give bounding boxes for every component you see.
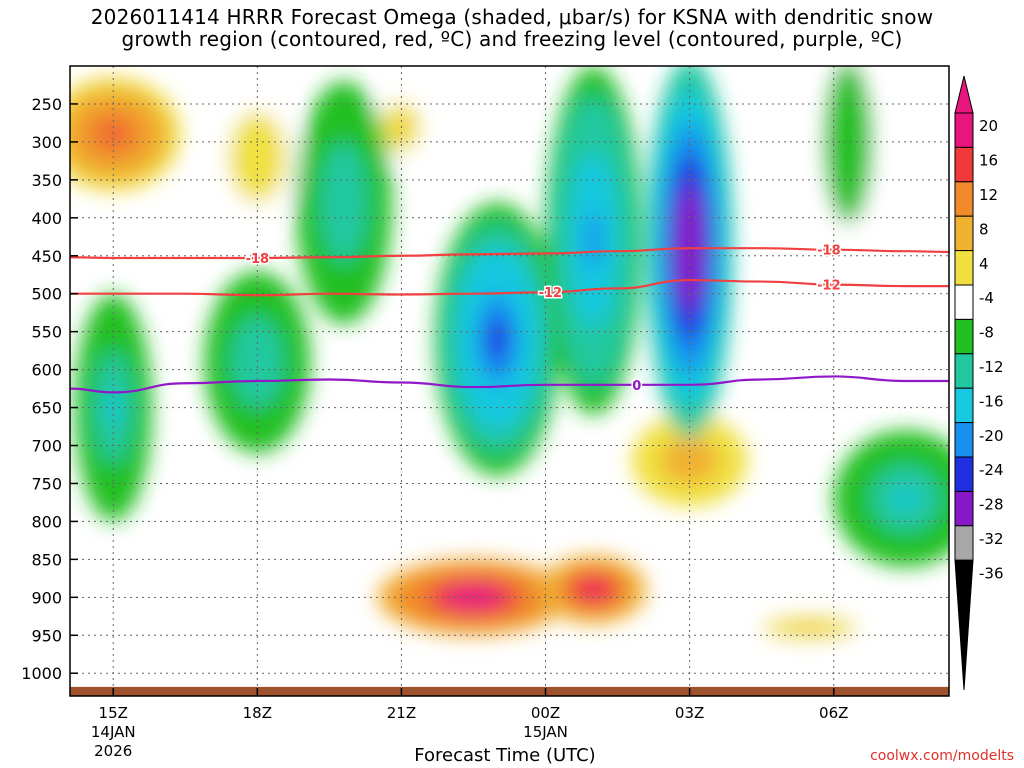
omega-feature-10-level-5 [487,316,508,363]
y-tick-500: 500 [31,285,62,304]
colorbar-swatch-9 [954,422,974,458]
contour-label-1: -18 [817,244,841,259]
colorbar-swatch-11 [954,490,974,527]
y-tick-900: 900 [31,588,62,607]
colorbar-swatch-10 [954,456,974,492]
colorbar-label-8: -16 [979,392,1004,410]
colorbar-label-4: 4 [979,255,989,273]
colorbar-label-2: 12 [979,186,998,204]
y-tick-650: 650 [31,399,62,418]
credit-link[interactable]: coolwx.com/modelts [870,748,1014,764]
y-axis: 250 300 350 400 450 500 550 600 650 700 750 800 850 9… [21,95,78,683]
colorbar-label-12: -32 [979,530,1004,548]
x-tick-18Z: 18Z [243,704,272,722]
y-tick-750: 750 [31,474,62,493]
colorbar-label-5: -4 [979,289,994,307]
contour-labels: -18 -18 -12 -12 0 [244,242,842,395]
y-tick-450: 450 [31,247,62,266]
colorbar-label-13: -36 [979,564,1004,582]
y-tick-550: 550 [31,323,62,342]
omega-feature-0-level-5 [102,124,125,144]
chart-title: 2026011414 HRRR Forecast Omega (shaded, … [0,6,1024,50]
grid-lines [70,66,949,696]
x-tick-15Z: 15Z [99,704,128,722]
colorbar: 20 16 12 8 4 -4 -8 -12 -16 -20 -24 -28 -32 -36 [954,75,1004,691]
y-tick-600: 600 [31,361,62,380]
omega-feature-6-level-5 [680,453,700,469]
x-tick-date-15Z: 14JAN [91,723,136,741]
omega-feature-8-level-5 [248,346,267,378]
colorbar-label-1: 16 [979,152,998,170]
x-tick-00Z: 00Z [531,704,560,722]
colorbar-swatch-12 [954,525,974,561]
colorbar-label-0: 20 [979,117,998,135]
title-line-2: growth region (contoured, red, ºC) and f… [121,27,903,51]
colorbar-swatch-7 [954,353,974,389]
colorbar-swatch-3 [954,215,974,252]
contour-label-4: 0 [632,379,641,394]
omega-feature-13-level-5 [893,487,918,511]
y-tick-350: 350 [31,171,62,190]
contour-dgz--18 [70,247,949,260]
omega-feature-9-level-5 [335,182,352,223]
contour-label-2: -12 [539,286,563,301]
y-tick-250: 250 [31,95,62,114]
contour-dgz--12 [70,278,949,297]
x-tick-21Z: 21Z [387,704,416,722]
contour-label-3: -12 [817,279,841,294]
colorbar-label-10: -24 [979,461,1004,479]
colorbar-label-6: -8 [979,324,994,342]
y-tick-800: 800 [31,512,62,531]
x-tick-year-15Z: 2026 [94,742,132,760]
x-tick-date-00Z: 15JAN [523,723,568,741]
colorbar-swatch-6 [954,318,974,355]
colorbar-swatch-1 [954,146,974,183]
colorbar-top-arrow [954,75,974,114]
colorbar-swatch-8 [954,387,974,424]
ground-surface [70,686,949,696]
x-tick-03Z: 03Z [675,704,704,722]
colorbar-swatch-4 [954,250,974,286]
y-tick-700: 700 [31,437,62,456]
x-axis-label: Forecast Time (UTC) [414,745,596,766]
colorbar-label-9: -20 [979,427,1004,445]
omega-feature-11-level-5 [585,211,602,270]
omega-feature-14-level-5 [843,125,853,159]
omega-feature-5-level-5 [797,624,822,631]
colorbar-swatch-2 [954,181,974,217]
y-tick-400: 400 [31,209,62,228]
colorbar-label-11: -28 [979,496,1004,514]
colorbar-label-3: 8 [979,220,989,238]
contour-label-0: -18 [246,252,270,267]
y-tick-950: 950 [31,626,62,645]
colorbar-swatch-5 [954,284,974,320]
y-tick-1000: 1000 [21,664,62,683]
colorbar-swatch-0 [954,112,974,148]
contour-freezing-level [70,375,949,394]
y-tick-300: 300 [31,133,62,152]
title-line-1: 2026011414 HRRR Forecast Omega (shaded, … [90,5,934,29]
colorbar-label-7: -12 [979,358,1004,376]
y-tick-850: 850 [31,550,62,569]
colorbar-bottom-arrow [954,559,974,691]
omega-feature-4-level-5 [584,584,603,596]
plot-frame [69,65,950,697]
x-tick-06Z: 06Z [819,704,848,722]
contour-lines [70,247,949,394]
ground-bar [70,686,949,696]
